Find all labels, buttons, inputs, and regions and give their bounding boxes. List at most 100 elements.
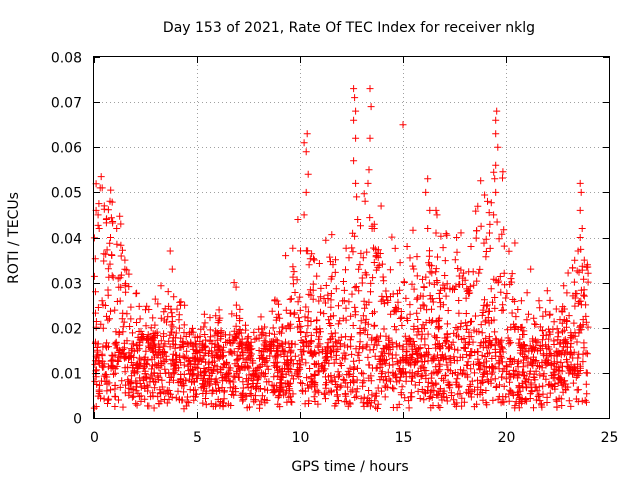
data-point	[582, 349, 590, 357]
data-point	[350, 157, 358, 165]
data-point	[123, 266, 131, 274]
data-point	[542, 308, 550, 316]
data-point	[573, 267, 581, 275]
x-tick-label: 20	[498, 430, 516, 446]
data-point	[539, 336, 546, 344]
data-point	[359, 382, 367, 390]
data-point	[225, 348, 233, 356]
data-point	[351, 284, 359, 292]
data-point	[553, 397, 561, 405]
data-point	[546, 296, 554, 304]
data-point	[294, 298, 302, 306]
data-point	[433, 334, 441, 342]
data-point	[133, 401, 141, 409]
data-point	[160, 388, 168, 396]
y-tick-label: 0	[73, 412, 82, 428]
data-point	[357, 395, 365, 403]
ticks-layer: 0 5 10 15 20 25 0 0.01 0.02 0.03 0.04 0.05 0.06 0.07 0…	[51, 51, 619, 447]
data-point	[137, 356, 145, 364]
data-point	[142, 374, 150, 382]
data-point	[513, 359, 521, 367]
data-point	[235, 363, 242, 371]
data-point	[497, 288, 505, 296]
data-point	[397, 373, 405, 381]
data-point	[491, 328, 499, 336]
data-point	[117, 220, 125, 228]
data-point	[111, 403, 119, 410]
data-point	[117, 252, 125, 260]
data-point	[289, 280, 297, 288]
data-point	[467, 365, 475, 373]
data-point	[558, 367, 566, 375]
data-point	[183, 347, 191, 355]
data-point	[156, 386, 164, 394]
data-point	[276, 342, 284, 350]
data-point	[135, 328, 143, 335]
data-point	[357, 249, 365, 257]
data-point	[212, 375, 220, 383]
data-point	[531, 383, 539, 391]
data-point	[258, 392, 266, 400]
data-point	[302, 339, 310, 347]
data-point	[378, 292, 386, 300]
data-point	[191, 357, 199, 365]
data-point	[99, 343, 107, 351]
data-point	[252, 396, 260, 404]
data-point	[95, 386, 103, 394]
data-point	[379, 273, 387, 281]
data-point	[320, 365, 328, 373]
data-point	[322, 236, 330, 244]
data-point	[569, 354, 577, 362]
data-point	[497, 353, 505, 360]
data-point	[317, 293, 325, 301]
data-point	[127, 352, 135, 360]
data-point	[324, 339, 332, 347]
data-point	[439, 301, 447, 309]
data-point	[115, 396, 122, 404]
data-point	[473, 400, 481, 408]
data-point	[211, 340, 219, 348]
data-point	[518, 379, 526, 387]
y-tick-label: 0.01	[51, 367, 82, 383]
data-point	[349, 386, 357, 394]
data-point	[149, 389, 157, 397]
data-point	[510, 356, 518, 364]
data-point	[399, 355, 407, 363]
data-point	[389, 384, 396, 392]
data-point	[351, 394, 359, 401]
data-point	[571, 256, 579, 264]
data-point	[233, 367, 241, 375]
y-tick-label: 0.05	[51, 186, 82, 202]
data-point	[186, 386, 194, 394]
data-point	[286, 295, 294, 303]
data-point	[123, 337, 131, 345]
data-point	[225, 372, 233, 380]
data-point	[293, 360, 301, 367]
data-point	[360, 377, 368, 385]
data-point	[498, 336, 506, 344]
data-point	[180, 388, 188, 396]
data-point	[229, 378, 237, 386]
data-point	[451, 256, 459, 264]
data-point	[479, 373, 487, 381]
data-point	[109, 364, 117, 372]
data-point	[538, 401, 545, 409]
data-point	[550, 318, 558, 326]
data-point	[136, 374, 144, 382]
data-point	[180, 361, 188, 369]
data-point	[423, 348, 430, 356]
data-point	[175, 324, 183, 332]
data-point	[217, 328, 225, 336]
data-point	[478, 311, 486, 319]
data-point	[124, 376, 132, 384]
data-point	[278, 373, 286, 381]
data-point	[465, 290, 473, 297]
data-point	[231, 333, 239, 341]
data-point	[270, 359, 278, 367]
data-point	[467, 243, 475, 250]
data-point	[573, 386, 581, 394]
data-point	[268, 307, 276, 315]
data-point	[102, 216, 110, 223]
data-point	[168, 265, 176, 273]
data-point	[253, 364, 261, 372]
